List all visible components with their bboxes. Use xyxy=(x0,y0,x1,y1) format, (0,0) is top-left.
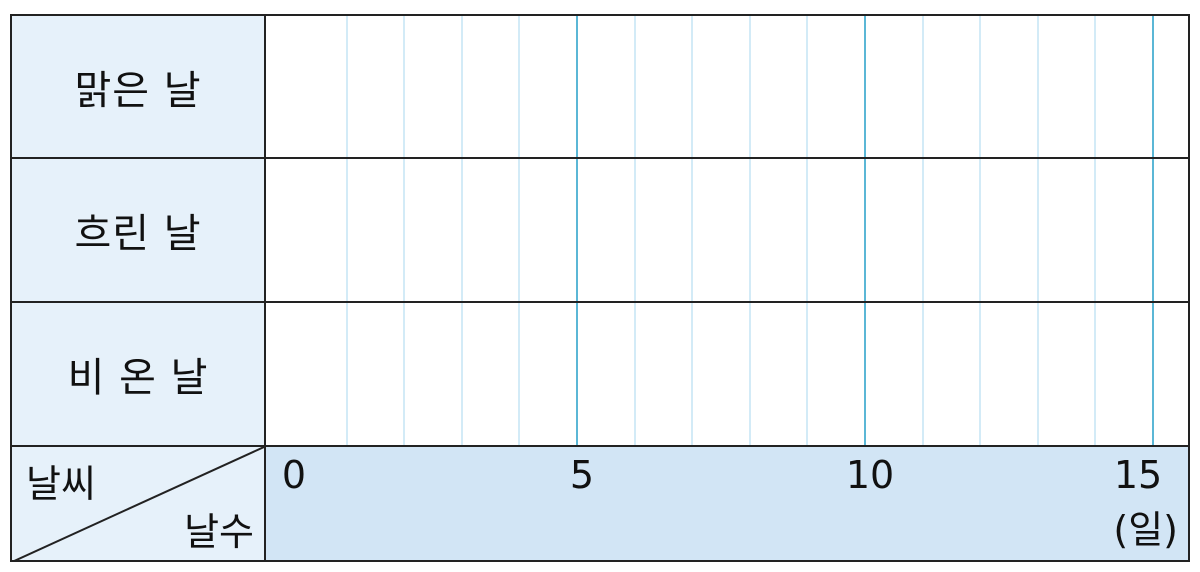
major-gridline xyxy=(576,16,578,446)
minor-gridline xyxy=(518,16,521,446)
axis-row: (일) 0 5 10 15 xyxy=(266,447,1188,560)
axis-tick-label: 0 xyxy=(281,453,307,497)
row-label-sunny: 맑은 날 xyxy=(12,16,264,157)
minor-gridline xyxy=(460,16,463,446)
major-gridline xyxy=(864,16,866,446)
minor-gridline xyxy=(921,16,924,446)
major-gridline xyxy=(1152,16,1154,446)
minor-gridline xyxy=(806,16,809,446)
minor-gridline xyxy=(691,16,694,446)
bar-grid-area xyxy=(265,16,1188,446)
axis-tick-label: 10 xyxy=(845,453,895,497)
minor-gridline xyxy=(633,16,636,446)
row-label-cloudy: 흐린 날 xyxy=(12,159,264,301)
weather-days-table: 맑은 날 흐린 날 비 온 날 날씨 날수 (일) 0 5 10 15 xyxy=(10,14,1190,562)
row-divider xyxy=(12,301,1188,303)
minor-gridline xyxy=(1094,16,1097,446)
axis-tick-label: 15 xyxy=(1113,453,1163,497)
corner-label-weather: 날씨 xyxy=(26,462,96,506)
minor-gridline xyxy=(345,16,348,446)
minor-gridline xyxy=(1036,16,1039,446)
corner-diagonal xyxy=(13,447,264,560)
minor-gridline xyxy=(979,16,982,446)
minor-gridline xyxy=(403,16,406,446)
row-divider xyxy=(12,157,1188,159)
corner-header: 날씨 날수 xyxy=(12,447,264,560)
minor-gridline xyxy=(748,16,751,446)
axis-unit-label: (일) xyxy=(1113,508,1178,552)
axis-divider xyxy=(12,445,1188,447)
corner-label-days: 날수 xyxy=(184,510,254,554)
label-column-divider xyxy=(264,16,266,560)
row-label-rainy: 비 온 날 xyxy=(12,303,264,445)
axis-tick-label: 5 xyxy=(569,453,595,497)
